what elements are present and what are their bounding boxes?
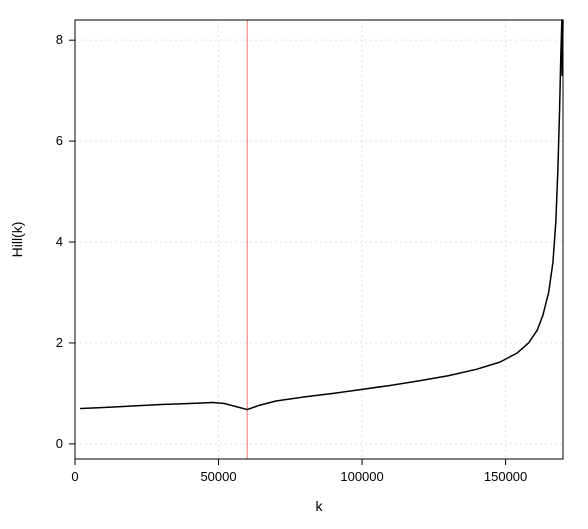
x-tick-label: 100000	[340, 469, 383, 484]
x-tick-label: 150000	[484, 469, 527, 484]
y-tick-label: 0	[56, 436, 63, 451]
y-axis-label: Hill(k)	[9, 222, 25, 258]
y-tick-label: 4	[56, 234, 63, 249]
hill-plot: 0 50000 100000 150000 0 2 4 6 8 k Hill(k)	[0, 0, 588, 529]
x-tick-label: 50000	[200, 469, 236, 484]
x-axis-label: k	[316, 498, 324, 514]
chart-svg: 0 50000 100000 150000 0 2 4 6 8 k Hill(k)	[0, 0, 588, 529]
y-tick-label: 8	[56, 32, 63, 47]
x-tick-label: 0	[71, 469, 78, 484]
y-tick-label: 2	[56, 335, 63, 350]
y-tick-label: 6	[56, 133, 63, 148]
